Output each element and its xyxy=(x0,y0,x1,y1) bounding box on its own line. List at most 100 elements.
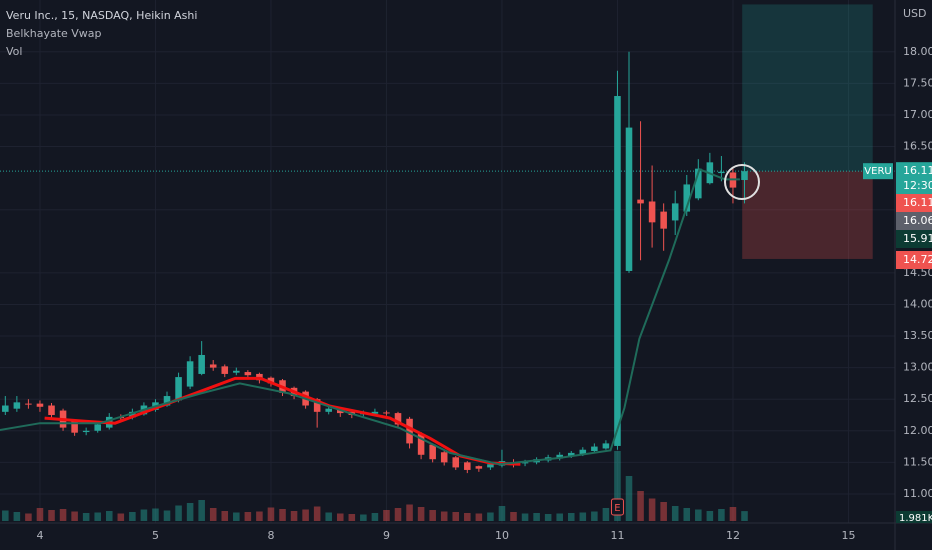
last-price-badge xyxy=(896,162,932,195)
volume-bar xyxy=(394,508,402,521)
volume-bar xyxy=(706,511,714,521)
volume-bar xyxy=(683,508,691,521)
price-badge-label: 14.72 xyxy=(903,253,932,266)
candle-body xyxy=(464,462,471,470)
volume-badge xyxy=(896,511,932,523)
candle-body xyxy=(163,396,171,406)
candle-body xyxy=(567,452,575,457)
volume-bar xyxy=(290,511,298,521)
volume-bar xyxy=(71,511,78,521)
candle-body xyxy=(394,413,402,425)
volume-bar xyxy=(302,509,309,521)
candle-body xyxy=(406,418,413,444)
candle-body xyxy=(82,430,90,433)
candle-body xyxy=(13,402,21,409)
volume-bar xyxy=(625,476,633,521)
candle-body xyxy=(579,449,587,455)
candle-body xyxy=(36,403,44,407)
volume-bar xyxy=(729,507,737,521)
price-badge-label: 16.11 xyxy=(903,196,932,209)
volume-bar xyxy=(695,509,702,521)
volume-bar xyxy=(556,513,563,521)
volume-bar xyxy=(406,504,413,521)
candle-body xyxy=(660,211,667,229)
candle-body xyxy=(452,457,460,468)
volume-bar xyxy=(429,510,436,521)
y-tick-label: 14.00 xyxy=(903,297,932,310)
price-badge xyxy=(896,230,932,248)
candle-body xyxy=(209,364,217,368)
y-tick-label: 12.00 xyxy=(903,424,932,437)
y-tick-label: 11.00 xyxy=(903,487,932,500)
candle-body xyxy=(325,408,332,412)
candle-body xyxy=(637,199,644,204)
candle-body xyxy=(244,372,252,376)
price-badge-label: 16.06 xyxy=(903,214,932,227)
candle-body xyxy=(371,411,379,414)
volume-bar xyxy=(567,513,575,521)
candle-body xyxy=(440,452,448,463)
volume-bar xyxy=(105,511,113,521)
candle-body xyxy=(313,399,321,412)
volume-bar xyxy=(637,491,644,521)
y-tick-label: 11.50 xyxy=(903,455,932,468)
volume-bar xyxy=(2,510,9,521)
candle-body xyxy=(221,366,229,374)
candle-body xyxy=(556,454,563,459)
volume-bar xyxy=(602,508,610,521)
candle-body xyxy=(417,433,425,455)
earnings-box xyxy=(610,498,624,516)
candle-body xyxy=(614,96,621,446)
volume-bar xyxy=(648,498,656,521)
volume-bar xyxy=(718,509,725,521)
candle-body xyxy=(198,354,205,374)
candle-body xyxy=(487,464,494,468)
volume-bar xyxy=(175,505,182,521)
candle-body xyxy=(336,409,344,414)
candle-body xyxy=(429,444,436,460)
candle-body xyxy=(591,446,598,451)
candle-body xyxy=(25,403,32,405)
candle-body xyxy=(521,462,529,464)
y-tick-label: 17.50 xyxy=(903,76,932,89)
candle-body xyxy=(383,412,390,414)
price-badge xyxy=(896,194,932,212)
volume-bar xyxy=(544,514,552,521)
volume-bar xyxy=(186,503,194,521)
volume-bar xyxy=(741,511,748,521)
earnings-marker: E xyxy=(614,503,620,514)
candle-body xyxy=(741,171,748,181)
volume-bar xyxy=(233,512,240,521)
volume-bar xyxy=(498,506,506,521)
y-tick-label: 12.50 xyxy=(903,392,932,405)
x-tick-label: 8 xyxy=(267,529,274,542)
candle-body xyxy=(648,201,656,223)
volume-bar xyxy=(383,510,390,521)
volume-badge-label: 1.981K xyxy=(899,513,932,524)
volume-bar xyxy=(348,514,356,521)
volume-bar xyxy=(360,514,367,521)
volume-bar xyxy=(36,508,44,521)
x-tick-label: 4 xyxy=(36,529,43,542)
volume xyxy=(2,451,748,521)
candles xyxy=(2,51,748,474)
candle-body xyxy=(71,421,78,433)
y-tick-label: 13.00 xyxy=(903,361,932,374)
volume-bar xyxy=(325,512,332,521)
volume-bar xyxy=(152,508,159,521)
position-tool xyxy=(0,4,895,259)
candle-body xyxy=(186,361,194,387)
volume-bar xyxy=(94,512,101,521)
volume-bar xyxy=(579,512,587,521)
currency: USD xyxy=(903,7,927,20)
legend-volume: Vol xyxy=(6,45,22,58)
volume-bar xyxy=(198,500,205,521)
candle-body xyxy=(475,466,483,469)
x-tick-label: 15 xyxy=(841,529,855,542)
legend-indicator: Belkhayate Vwap xyxy=(6,27,102,40)
symbol-label: VERU xyxy=(864,166,891,177)
y-tick-label: 14.50 xyxy=(903,266,932,279)
x-tick-label: 9 xyxy=(383,529,390,542)
candle-body xyxy=(625,127,633,271)
